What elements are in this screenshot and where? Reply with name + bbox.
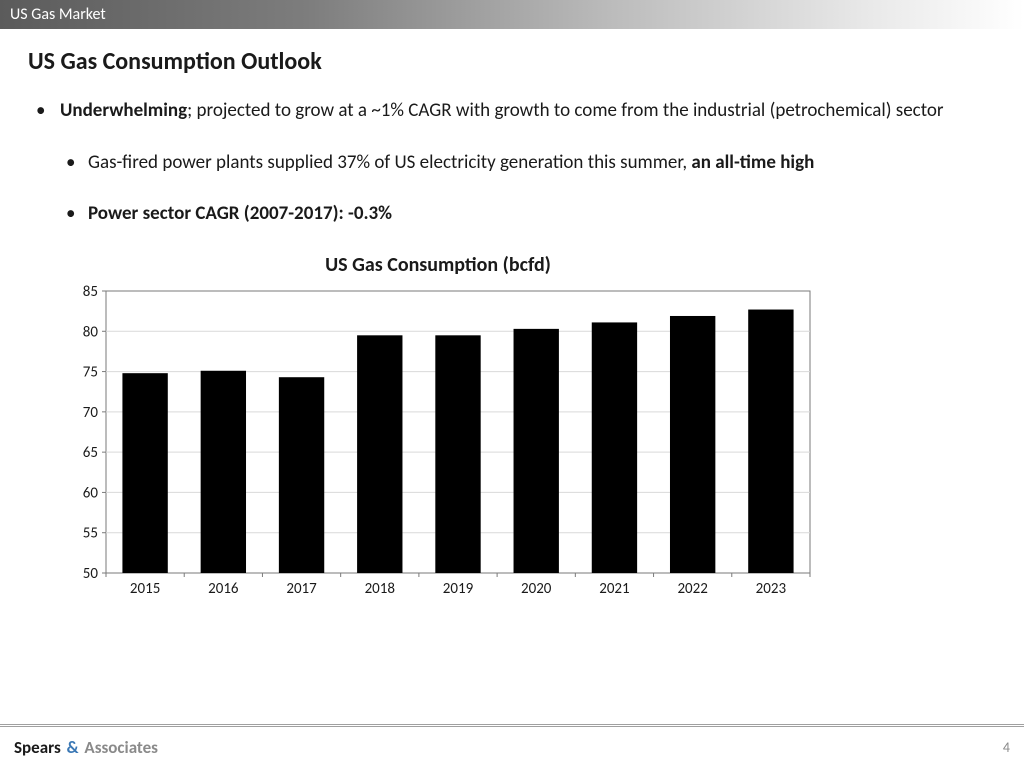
chart-title: US Gas Consumption (bcfd) (58, 253, 818, 277)
brand-amp: & (61, 737, 85, 758)
section-label: US Gas Market (10, 5, 106, 24)
svg-text:50: 50 (83, 565, 99, 583)
svg-text:2017: 2017 (286, 580, 317, 598)
svg-text:2023: 2023 (756, 580, 787, 598)
svg-text:2019: 2019 (443, 580, 474, 598)
bullet-1: Underwhelming; projected to grow at a ~1… (36, 98, 956, 227)
svg-text:2021: 2021 (599, 580, 629, 598)
sub-1-text: Gas-fired power plants supplied 37% of U… (88, 151, 691, 174)
page-number: 4 (1003, 739, 1010, 756)
sub-bullets: Gas-fired power plants supplied 37% of U… (60, 150, 956, 227)
brand-name-1: Spears (14, 737, 61, 758)
chart: 50 55 60 65 70 75 80 85 2015 2016 2017 2018 2019 2020… (58, 283, 996, 604)
svg-text:2015: 2015 (130, 580, 160, 598)
slide: US Gas Market US Gas Consumption Outlook… (0, 0, 1024, 768)
svg-text:75: 75 (83, 363, 98, 381)
svg-text:80: 80 (83, 323, 99, 341)
brand-name-2: Associates (84, 737, 158, 758)
svg-text:2018: 2018 (365, 580, 395, 598)
sub-bullet-2: Power sector CAGR (2007-2017): -0.3% (60, 201, 956, 227)
top-bar: US Gas Market (0, 0, 1024, 29)
svg-text:2016: 2016 (208, 580, 239, 598)
sub-2-bold: Power sector CAGR (2007-2017): -0.3% (88, 202, 392, 225)
footer: Spears & Associates 4 (0, 724, 1024, 768)
page-title: US Gas Consumption Outlook (28, 47, 996, 76)
content-area: US Gas Consumption Outlook Underwhelming… (0, 29, 1024, 604)
bullet-list: Underwhelming; projected to grow at a ~1… (28, 98, 996, 227)
svg-text:55: 55 (83, 525, 98, 543)
bar-chart-svg: 50 55 60 65 70 75 80 85 2015 2016 2017 2018 2019 2020… (58, 283, 818, 599)
chart-region: US Gas Consumption (bcfd) 50 55 60 65 70 75 80… (28, 253, 996, 604)
bullet-1-lead: Underwhelming (60, 99, 187, 122)
sub-bullet-1: Gas-fired power plants supplied 37% of U… (60, 150, 956, 176)
bullet-1-rest: ; projected to grow at a ~1% CAGR with g… (187, 99, 943, 122)
svg-text:60: 60 (83, 484, 99, 502)
svg-text:70: 70 (83, 404, 99, 422)
svg-text:85: 85 (83, 283, 98, 301)
svg-text:65: 65 (83, 444, 98, 462)
svg-text:2022: 2022 (677, 580, 707, 598)
sub-1-bold: an all-time high (691, 151, 814, 174)
brand: Spears & Associates (14, 737, 158, 758)
svg-text:2020: 2020 (521, 580, 552, 598)
